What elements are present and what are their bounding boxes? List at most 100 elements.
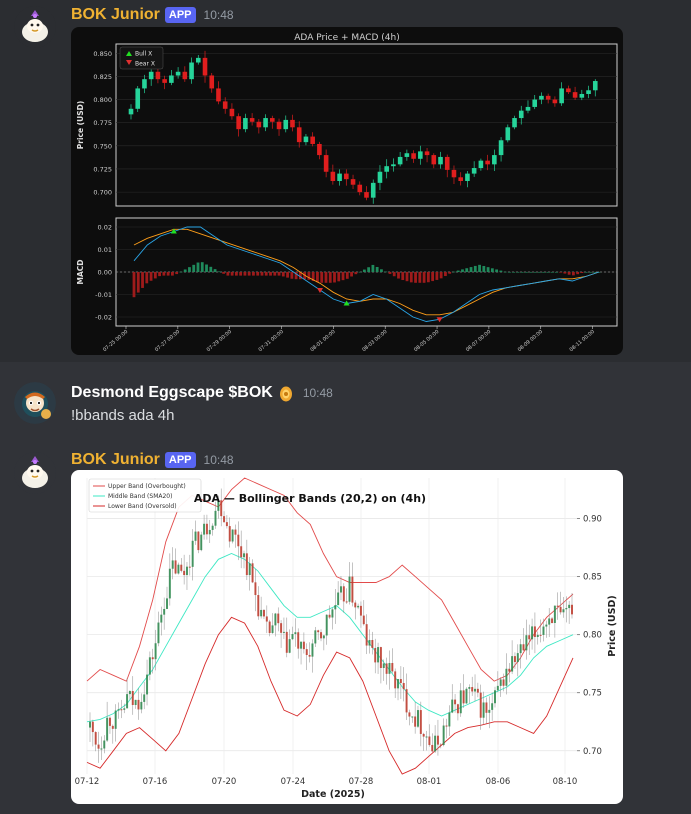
bb-candle	[123, 708, 126, 710]
bb-candle	[111, 725, 114, 729]
bb-candle	[399, 679, 402, 684]
bb-candle	[131, 691, 134, 706]
price-candle	[303, 136, 309, 143]
bb-candle	[254, 582, 257, 596]
price-candle	[317, 143, 322, 156]
macd-histogram-bar	[333, 272, 336, 283]
macd-histogram-bar	[435, 272, 439, 280]
x-tick-label: 07-25 00:00	[102, 329, 129, 353]
bb-candle	[505, 668, 508, 686]
price-candle	[162, 79, 167, 83]
price-candle	[485, 160, 490, 165]
macd-histogram-bar	[260, 272, 264, 276]
price-candle	[283, 119, 289, 130]
bb-y-tick-label: 0.75	[583, 689, 602, 699]
bb-candle	[148, 657, 151, 675]
macd-histogram-bar	[580, 272, 584, 274]
price-candle	[216, 88, 221, 102]
bb-candle	[553, 605, 556, 624]
bb-candle	[214, 510, 217, 526]
macd-histogram-bar	[495, 269, 499, 272]
message-timestamp[interactable]: 10:48	[302, 386, 333, 400]
price-candle	[465, 173, 470, 182]
bb-candle	[419, 710, 422, 734]
message-content: !bbands ada 4h	[71, 407, 175, 424]
x-tick-label: 07-31 00:00	[258, 329, 285, 353]
price-candle	[411, 153, 416, 159]
author-name[interactable]: BOK Junior	[71, 6, 160, 23]
price-candle	[263, 118, 268, 128]
macd-histogram-bar	[563, 272, 567, 274]
bb-candle	[445, 725, 448, 727]
bb-candle	[459, 690, 462, 714]
bb-candle	[231, 529, 234, 542]
x-tick-label: 08-05 00:00	[413, 329, 440, 353]
macd-histogram-bar	[247, 272, 251, 276]
bb-candle	[425, 736, 428, 738]
macd-histogram-bar	[371, 264, 375, 272]
bollinger-chart-svg: 0.90 0.85 0.80 0.75 0.70 07-12 07-16 07-20 07-24…	[75, 477, 618, 800]
bb-candle	[260, 609, 263, 617]
bb-candle	[237, 534, 240, 547]
bb-candle	[240, 546, 243, 558]
macd-histogram-bar	[136, 272, 140, 293]
macd-histogram-bar	[529, 272, 533, 273]
macd-histogram-bar	[512, 272, 516, 273]
author-name[interactable]: BOK Junior	[71, 451, 160, 468]
bb-candle	[208, 529, 211, 535]
bollinger-chart-image[interactable]: 0.90 0.85 0.80 0.75 0.70 07-12 07-16 07-20 07-24…	[71, 470, 623, 804]
price-candle	[128, 108, 134, 115]
bok-junior-avatar[interactable]	[14, 452, 56, 494]
price-candle	[518, 110, 524, 119]
bb-candle	[414, 716, 417, 727]
message-timestamp[interactable]: 10:48	[203, 8, 234, 22]
desmond-avatar[interactable]	[14, 382, 56, 424]
bb-candle	[120, 709, 123, 711]
message-timestamp[interactable]: 10:48	[203, 453, 234, 467]
macd-histogram-bar	[358, 271, 362, 273]
price-candle	[478, 160, 484, 169]
price-candle	[195, 57, 201, 63]
bb-candle	[559, 606, 562, 613]
macd-histogram-bar	[345, 272, 349, 279]
macd-histogram-bar	[200, 262, 204, 272]
price-candle	[350, 179, 356, 185]
legend-bull-marker	[126, 51, 132, 56]
price-candle	[249, 118, 255, 122]
bb-x-tick-label: 08-06	[486, 777, 511, 787]
macd-chart-svg: ADA Price + MACD (4h) 0.700 0.725 0.750 0.77…	[76, 33, 618, 353]
middle-band-line	[86, 553, 574, 723]
author-name[interactable]: Desmond Eggscape $BOK	[71, 384, 273, 401]
macd-histogram-bar	[132, 272, 136, 298]
macd-histogram-bar	[158, 272, 161, 277]
bb-candle	[359, 605, 362, 616]
macd-histogram-bar	[290, 272, 294, 279]
bb-candle	[436, 735, 439, 745]
macd-chart-image[interactable]: ADA Price + MACD (4h) 0.700 0.725 0.750 0.77…	[71, 27, 623, 355]
bb-candle	[411, 716, 414, 718]
price-candle	[458, 177, 463, 182]
bb-candle	[377, 647, 380, 663]
price-candle	[397, 156, 403, 165]
macd-histogram-bar	[286, 272, 289, 278]
bb-candle	[151, 657, 154, 660]
macd-histogram-bar	[281, 272, 285, 277]
macd-histogram-bar	[217, 271, 221, 273]
price-candle	[512, 118, 517, 128]
bb-candle	[548, 618, 551, 625]
price-candle	[236, 116, 241, 130]
bb-candle	[200, 534, 203, 551]
bb-candle	[434, 735, 437, 752]
bok-junior-avatar[interactable]	[14, 6, 56, 48]
price-candle	[209, 75, 215, 89]
macd-histogram-bar	[294, 272, 298, 280]
macd-bull-cross-marker	[343, 300, 350, 306]
bb-candle	[134, 699, 137, 706]
price-candle	[384, 166, 389, 172]
bb-candle	[365, 624, 368, 646]
price-candle	[498, 140, 504, 156]
bb-candle	[146, 674, 149, 695]
app-badge: APP	[164, 7, 196, 23]
macd-histogram-bar	[375, 266, 379, 272]
bb-candle	[422, 733, 425, 737]
